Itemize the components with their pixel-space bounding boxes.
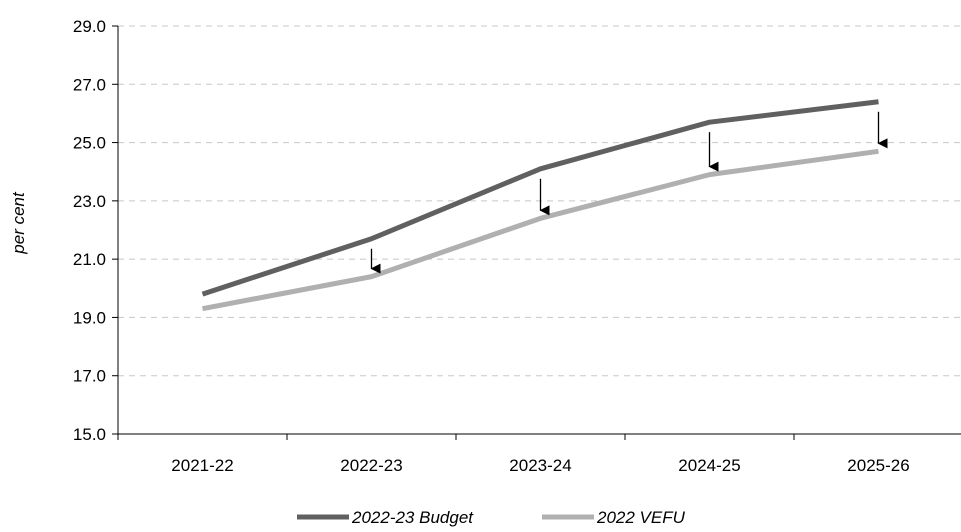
x-tick-label: 2022-23 [340, 456, 402, 475]
x-tick-label: 2025-26 [847, 456, 909, 475]
y-axis-title: per cent [9, 191, 28, 255]
y-tick-label: 29.0 [73, 17, 106, 36]
x-tick-label: 2023-24 [509, 456, 571, 475]
x-tick-label: 2021-22 [171, 456, 233, 475]
tick-labels: 15.0 17.0 19.0 21.0 23.0 25.0 27.0 29.0 2021-22 2… [73, 17, 910, 475]
axes [112, 26, 961, 440]
y-tick-label: 23.0 [73, 192, 106, 211]
y-tick-label: 25.0 [73, 134, 106, 153]
gridlines [118, 26, 961, 376]
y-tick-label: 19.0 [73, 308, 106, 327]
legend-label-budget: 2022-23 Budget [351, 508, 474, 527]
change-arrows [372, 112, 879, 269]
y-tick-label: 21.0 [73, 250, 106, 269]
legend-label-vefu: 2022 VEFU [596, 508, 686, 527]
legend: 2022-23 Budget 2022 VEFU [297, 508, 686, 527]
series-line-vefu [203, 151, 879, 308]
y-tick-label: 27.0 [73, 75, 106, 94]
y-tick-label: 15.0 [73, 425, 106, 444]
y-tick-label: 17.0 [73, 367, 106, 386]
x-tick-label: 2024-25 [678, 456, 740, 475]
